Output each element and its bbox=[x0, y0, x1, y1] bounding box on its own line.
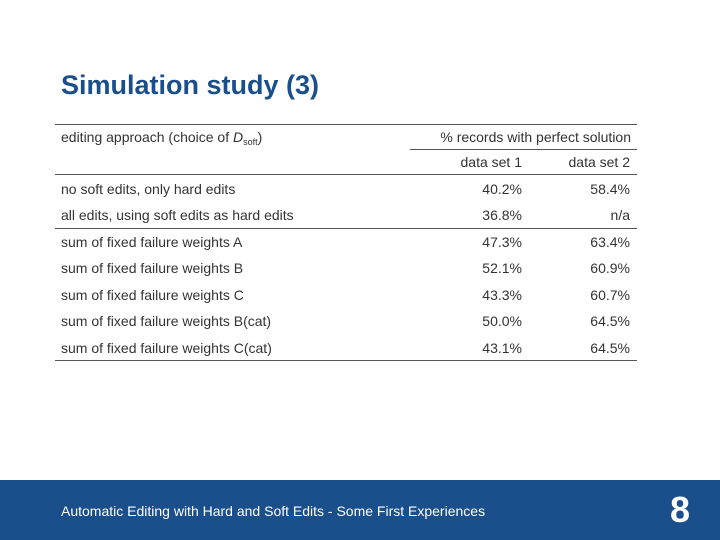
table-rule-header bbox=[55, 174, 637, 175]
header-data-set-2: data set 2 bbox=[568, 154, 631, 170]
table-row: sum of fixed failure weights B(cat) 50.0%… bbox=[55, 308, 637, 335]
cell-data-set-2: 60.9% bbox=[590, 260, 630, 276]
row-label: sum of fixed failure weights C bbox=[61, 286, 244, 303]
table-rule-top bbox=[55, 124, 637, 125]
table-row: sum of fixed failure weights C 43.3% 60.7% bbox=[55, 282, 637, 309]
cell-data-set-2: 60.7% bbox=[590, 286, 630, 303]
row-label: no soft edits, only hard edits bbox=[61, 180, 236, 197]
table-header-row: editing approach (choice of Dsoft) % rec… bbox=[55, 124, 637, 149]
header-subscript: soft bbox=[243, 137, 258, 147]
header-variable: D bbox=[233, 129, 244, 145]
row-label: all edits, using soft edits as hard edit… bbox=[61, 207, 294, 223]
header-paren: ) bbox=[257, 129, 263, 145]
footer-bar: Automatic Editing with Hard and Soft Edi… bbox=[0, 480, 720, 540]
table-row: all edits, using soft edits as hard edit… bbox=[55, 202, 637, 229]
table-rule-span bbox=[410, 149, 637, 150]
cell-data-set-1: 43.3% bbox=[482, 286, 522, 303]
table-row: sum of fixed failure weights B 52.1% 60.9% bbox=[55, 255, 637, 282]
table-row: no soft edits, only hard edits 40.2% 58.4% bbox=[55, 176, 637, 203]
header-span-label: % records with perfect solution bbox=[440, 129, 631, 145]
header-editing-approach-text: editing approach (choice of bbox=[61, 129, 233, 145]
slide-title: Simulation study (3) bbox=[61, 70, 320, 100]
footer-text: Automatic Editing with Hard and Soft Edi… bbox=[61, 503, 486, 519]
table-row: sum of fixed failure weights A 47.3% 63.4% bbox=[55, 229, 637, 256]
cell-data-set-1: 50.0% bbox=[482, 313, 522, 329]
table-row: sum of fixed failure weights C(cat) 43.1%… bbox=[55, 335, 637, 362]
cell-data-set-2: 64.5% bbox=[590, 339, 630, 356]
page-number: 8 bbox=[669, 489, 690, 530]
table-subheader-row: data set 1 data set 2 bbox=[55, 149, 637, 176]
row-label: sum of fixed failure weights B bbox=[61, 260, 244, 276]
cell-data-set-1: 47.3% bbox=[482, 233, 522, 250]
cell-data-set-1: 52.1% bbox=[482, 260, 522, 276]
table-body: no soft edits, only hard edits 40.2% 58.4%… bbox=[55, 176, 637, 362]
table-rule-bottom bbox=[55, 360, 637, 361]
cell-data-set-2: n/a bbox=[610, 207, 630, 223]
results-table: editing approach (choice of Dsoft) % rec… bbox=[55, 124, 637, 361]
cell-data-set-1: 36.8% bbox=[482, 207, 522, 223]
cell-data-set-2: 64.5% bbox=[590, 313, 630, 329]
row-label: sum of fixed failure weights C(cat) bbox=[61, 339, 272, 356]
header-data-set-1: data set 1 bbox=[460, 154, 523, 170]
cell-data-set-2: 58.4% bbox=[590, 180, 630, 197]
cell-data-set-2: 63.4% bbox=[590, 233, 630, 250]
cell-data-set-1: 40.2% bbox=[482, 180, 522, 197]
cell-data-set-1: 43.1% bbox=[482, 339, 522, 356]
row-label: sum of fixed failure weights B(cat) bbox=[61, 313, 272, 329]
table-rule-separator bbox=[55, 228, 637, 229]
header-editing-approach: editing approach (choice of Dsoft) bbox=[61, 129, 262, 147]
row-label: sum of fixed failure weights A bbox=[61, 233, 243, 250]
